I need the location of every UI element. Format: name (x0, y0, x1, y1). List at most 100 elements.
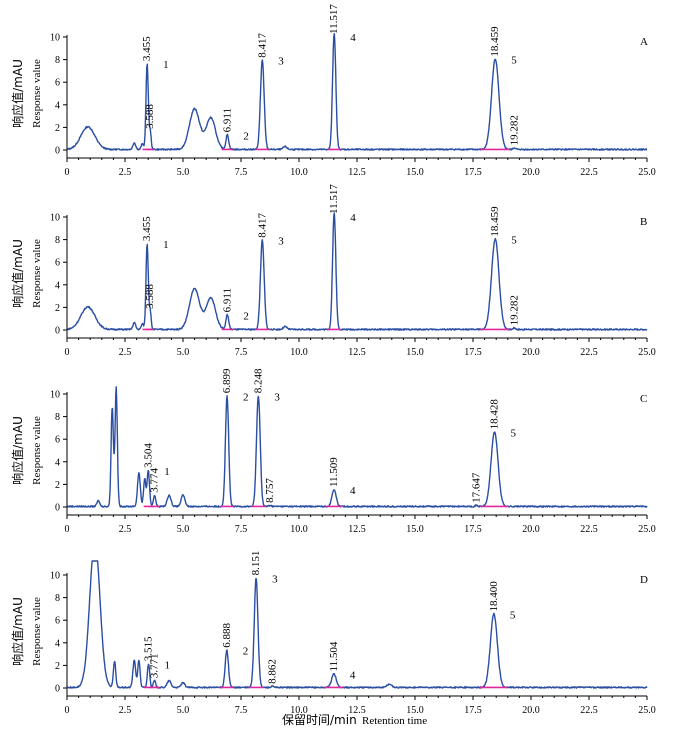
y-axis-label-cn: 响应值/mAU (10, 239, 25, 308)
x-tick-label: 20.0 (522, 705, 540, 716)
x-tick-label: 22.5 (580, 167, 598, 178)
y-tick-label: 6 (55, 258, 60, 269)
peak-label: 3.588 (144, 284, 156, 309)
peak-label: 8.151 (250, 551, 262, 576)
x-tick-label: 12.5 (348, 347, 366, 358)
peak-label: 3.515 (143, 636, 155, 661)
panel-letter: A (640, 36, 648, 48)
x-tick-label: 12.5 (348, 524, 366, 535)
peak-label: 17.647 (470, 472, 482, 503)
panel-letter: B (640, 216, 647, 228)
x-tick-label: 20.0 (522, 524, 540, 535)
peak-label: 11.517 (328, 4, 340, 34)
peak-label: 3.774 (149, 467, 161, 492)
panel-letter: D (640, 574, 648, 586)
peak-number: 5 (511, 235, 517, 247)
y-tick-label: 8 (55, 55, 60, 66)
chart-panel-d: 0 2.5 5.0 7.5 10.0 12.5 15.0 17.5 20.0 22.5 25.0 0 2… (10, 551, 656, 716)
y-tick-label: 4 (55, 638, 60, 649)
x-tick-label: 17.5 (464, 705, 482, 716)
y-tick-label: 8 (55, 412, 60, 423)
peak-label: 11.517 (328, 184, 340, 214)
x-tick-label: 22.5 (580, 524, 598, 535)
chromatogram-trace (67, 32, 648, 151)
y-tick-label: 2 (55, 123, 60, 134)
y-axis-label-en: Response value (31, 239, 43, 308)
x-tick-label: 22.5 (580, 705, 598, 716)
peak-label: 6.911 (221, 108, 233, 132)
x-tick-label: 25.0 (638, 347, 656, 358)
chart-panel-b: 0 2.5 5.0 7.5 10.0 12.5 15.0 17.5 20.0 22.5 25.0 0 2… (10, 184, 656, 358)
peak-number: 3 (274, 391, 280, 403)
y-tick-label: 2 (55, 303, 60, 314)
x-tick-label: 17.5 (464, 524, 482, 535)
peak-label: 3.504 (142, 443, 154, 468)
x-tick-label: 20.0 (522, 167, 540, 178)
chromatogram-trace (67, 386, 648, 508)
peak-label: 6.899 (221, 368, 233, 393)
chromatogram-trace (67, 212, 648, 331)
y-tick-label: 10 (50, 390, 60, 401)
peak-label: 18.400 (488, 581, 500, 612)
x-tick-label: 20.0 (522, 347, 540, 358)
y-tick-label: 0 (55, 503, 60, 514)
peak-number: 1 (165, 659, 171, 671)
panel-letter: C (640, 393, 647, 405)
x-axis-label-en: Retention time (362, 715, 427, 727)
peak-number: 4 (350, 32, 356, 44)
x-tick-label: 5.0 (177, 167, 190, 178)
peak-label: 18.459 (489, 26, 501, 57)
y-tick-label: 8 (55, 593, 60, 604)
y-tick-label: 6 (55, 616, 60, 627)
peak-number: 4 (350, 485, 356, 497)
y-axis-label-cn: 响应值/mAU (10, 59, 25, 128)
x-tick-label: 25.0 (638, 524, 656, 535)
x-tick-label: 2.5 (119, 524, 132, 535)
peak-number: 4 (350, 669, 356, 681)
y-tick-label: 4 (55, 280, 60, 291)
x-tick-label: 5.0 (177, 347, 190, 358)
peak-number: 3 (278, 56, 284, 68)
x-tick-label: 15.0 (406, 347, 424, 358)
x-tick-label: 10.0 (290, 347, 308, 358)
x-tick-label: 0 (65, 167, 70, 178)
x-tick-label: 22.5 (580, 347, 598, 358)
y-tick-label: 2 (55, 661, 60, 672)
peak-number: 1 (164, 466, 170, 478)
x-tick-label: 2.5 (119, 705, 132, 716)
x-tick-label: 15.0 (406, 705, 424, 716)
peak-number: 3 (272, 573, 278, 585)
x-tick-label: 0 (65, 524, 70, 535)
x-tick-label: 12.5 (348, 705, 366, 716)
y-tick-label: 10 (50, 571, 60, 582)
peak-number: 5 (511, 55, 517, 67)
y-axis-label-en: Response value (31, 416, 43, 485)
x-tick-label: 2.5 (119, 167, 132, 178)
x-tick-label: 7.5 (235, 524, 248, 535)
peak-number: 1 (163, 239, 169, 251)
y-axis-label-cn: 响应值/mAU (10, 416, 25, 485)
y-tick-label: 10 (50, 213, 60, 224)
peak-number: 1 (163, 59, 169, 71)
peak-number: 2 (243, 646, 249, 658)
y-tick-label: 0 (55, 684, 60, 695)
peak-label: 3.771 (148, 653, 160, 678)
y-tick-label: 6 (55, 78, 60, 89)
y-axis-label-cn: 响应值/mAU (10, 597, 25, 666)
x-tick-label: 12.5 (348, 167, 366, 178)
chart-panel-a: 0 2.5 5.0 7.5 10.0 12.5 15.0 17.5 20.0 22.5 25.0 0 2… (10, 4, 656, 178)
peak-label: 3.588 (144, 104, 156, 129)
peak-label: 3.455 (141, 216, 153, 241)
y-tick-label: 10 (50, 33, 60, 44)
peak-number: 3 (278, 236, 284, 248)
x-tick-label: 2.5 (119, 347, 132, 358)
peak-label: 18.428 (489, 399, 501, 430)
x-tick-label: 10.0 (290, 167, 308, 178)
x-tick-label: 5.0 (177, 705, 190, 716)
y-tick-label: 8 (55, 235, 60, 246)
peak-number: 5 (510, 610, 516, 622)
peak-label: 19.282 (508, 115, 520, 145)
chart-panel-c: 0 2.5 5.0 7.5 10.0 12.5 15.0 17.5 20.0 22.5 25.0 0 2… (10, 368, 656, 535)
x-tick-label: 17.5 (464, 167, 482, 178)
y-axis-label-en: Response value (31, 59, 43, 128)
